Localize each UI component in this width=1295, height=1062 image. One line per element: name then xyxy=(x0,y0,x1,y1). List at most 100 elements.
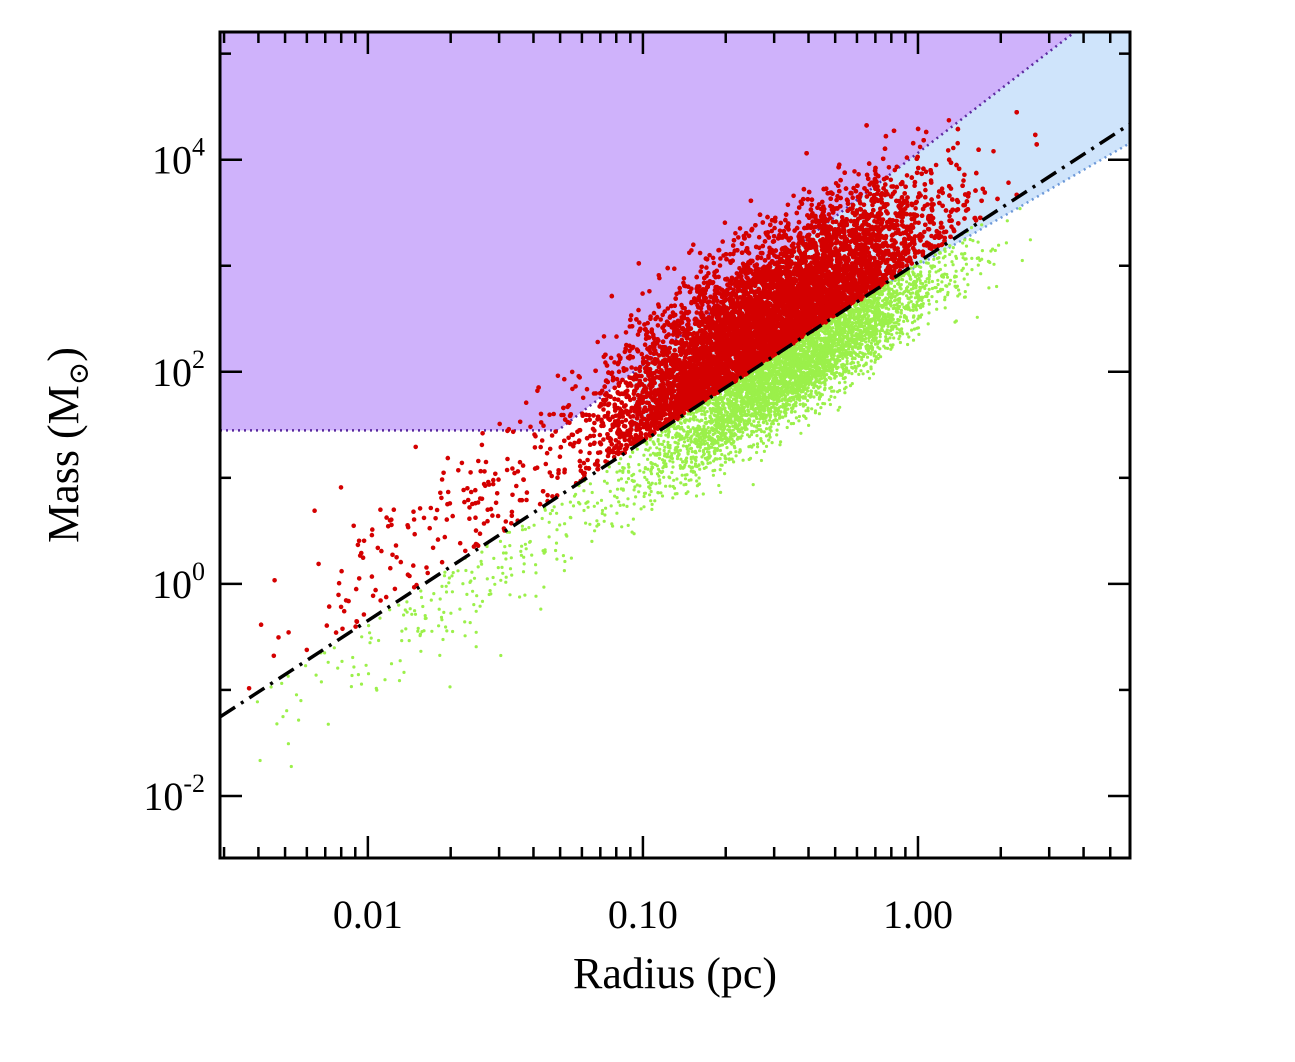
green-point xyxy=(916,273,920,277)
green-point xyxy=(776,380,780,384)
green-point xyxy=(447,581,451,585)
green-point xyxy=(662,439,666,443)
green-point xyxy=(565,534,569,538)
green-point xyxy=(668,459,672,463)
green-point xyxy=(791,372,795,376)
green-point xyxy=(760,429,764,434)
green-point xyxy=(602,479,607,483)
green-point xyxy=(569,556,574,560)
green-point xyxy=(945,272,949,277)
green-point xyxy=(927,298,931,303)
green-point xyxy=(686,430,690,434)
green-point xyxy=(1004,241,1009,245)
green-point xyxy=(437,624,441,628)
green-point xyxy=(900,327,904,331)
green-point xyxy=(936,278,940,282)
green-point xyxy=(429,598,433,602)
green-point xyxy=(289,764,293,769)
green-point xyxy=(945,275,950,279)
green-point xyxy=(833,395,837,399)
green-point xyxy=(618,469,622,473)
green-point xyxy=(374,686,378,691)
green-point xyxy=(730,457,734,461)
green-point xyxy=(680,473,684,477)
green-point xyxy=(783,364,787,368)
green-point xyxy=(754,429,759,433)
green-point xyxy=(814,389,818,393)
green-point xyxy=(742,422,747,426)
green-point xyxy=(935,300,939,304)
green-point xyxy=(872,354,876,358)
green-point xyxy=(713,457,718,461)
green-point xyxy=(697,433,701,437)
green-point xyxy=(896,317,900,322)
green-point xyxy=(285,709,289,713)
green-point xyxy=(858,332,862,336)
green-point xyxy=(715,397,719,401)
green-point xyxy=(854,369,858,373)
green-point xyxy=(823,380,827,384)
green-point xyxy=(916,295,920,299)
green-point xyxy=(582,489,586,493)
green-point xyxy=(527,526,531,530)
green-point xyxy=(432,592,436,596)
green-point xyxy=(701,448,706,453)
green-point xyxy=(599,498,604,502)
green-point xyxy=(771,393,775,398)
green-point xyxy=(663,454,667,458)
green-point xyxy=(582,508,586,513)
green-point xyxy=(968,237,972,242)
green-point xyxy=(682,429,686,433)
green-point xyxy=(839,346,843,350)
green-point xyxy=(919,270,923,274)
green-point xyxy=(893,284,897,288)
green-point xyxy=(701,462,705,466)
green-point xyxy=(841,315,846,319)
green-point xyxy=(786,419,791,423)
green-point xyxy=(421,604,425,609)
green-point xyxy=(524,547,528,551)
green-point xyxy=(997,243,1001,247)
green-point xyxy=(804,392,808,396)
green-point xyxy=(671,436,675,440)
green-point xyxy=(723,440,727,444)
green-point xyxy=(741,458,745,462)
green-point xyxy=(847,313,851,317)
green-point xyxy=(774,412,778,416)
green-point xyxy=(697,476,701,480)
green-point xyxy=(858,325,862,329)
green-point xyxy=(659,491,663,495)
green-point xyxy=(782,354,786,358)
green-point xyxy=(667,430,671,434)
green-point xyxy=(850,333,854,337)
green-point xyxy=(886,319,890,323)
green-point xyxy=(862,364,866,368)
green-point xyxy=(741,396,745,400)
green-point xyxy=(874,311,878,315)
green-point xyxy=(668,484,672,488)
green-point xyxy=(869,367,873,371)
green-point xyxy=(674,433,678,437)
green-point xyxy=(366,672,371,676)
green-point xyxy=(683,477,688,481)
green-point xyxy=(713,451,717,455)
green-point xyxy=(739,407,744,411)
green-point xyxy=(777,366,781,370)
green-point xyxy=(963,251,967,256)
green-point xyxy=(619,487,623,491)
green-point xyxy=(547,535,551,539)
green-point xyxy=(845,341,850,345)
green-point xyxy=(823,332,828,336)
green-point xyxy=(691,469,695,473)
green-point xyxy=(841,323,845,327)
green-point xyxy=(671,496,675,500)
green-point xyxy=(909,287,913,291)
green-point xyxy=(890,316,895,321)
green-point xyxy=(463,634,467,638)
green-point xyxy=(935,307,939,311)
green-point xyxy=(961,256,965,260)
green-point xyxy=(899,287,903,291)
green-point xyxy=(681,444,686,448)
green-point xyxy=(558,523,562,527)
green-point xyxy=(901,278,905,282)
